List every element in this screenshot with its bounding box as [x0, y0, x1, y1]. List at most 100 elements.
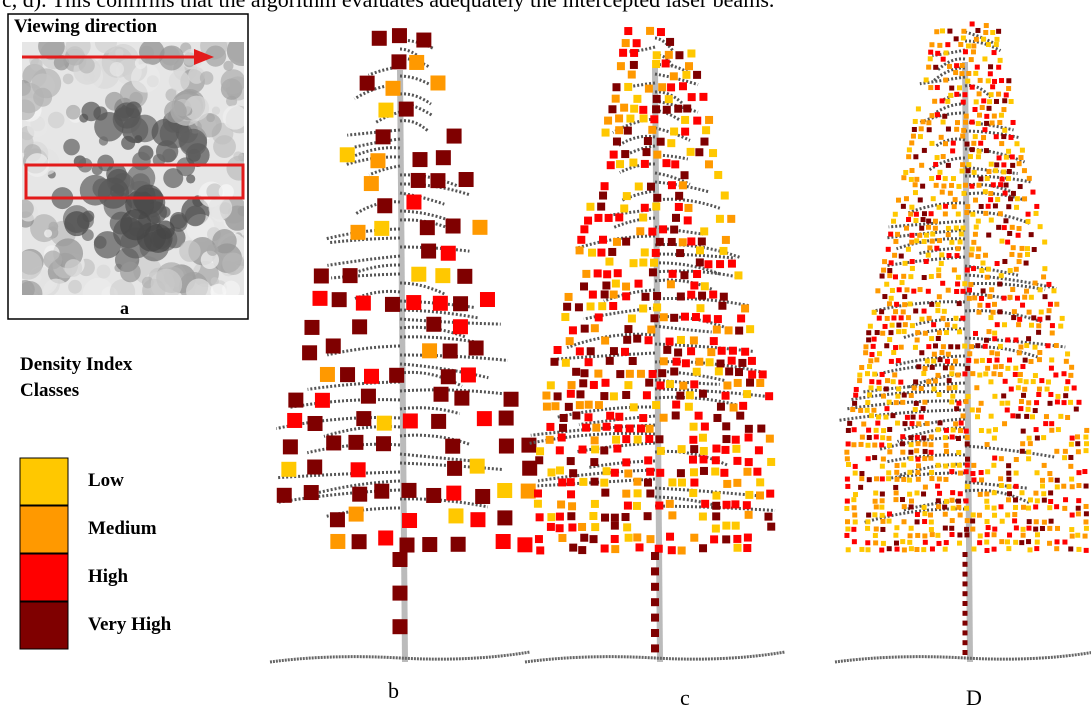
- image-blob: [206, 183, 223, 200]
- density-cell: [563, 302, 572, 311]
- density-cell: [630, 48, 639, 57]
- density-cell: [896, 287, 902, 293]
- density-cell: [677, 478, 686, 487]
- density-cell: [1083, 519, 1089, 525]
- density-cell: [972, 295, 978, 301]
- density-cell: [893, 490, 899, 496]
- density-cell: [656, 137, 665, 146]
- density-cell: [954, 63, 960, 69]
- density-cell: [634, 182, 643, 191]
- density-cell: [955, 211, 961, 217]
- image-blob: [82, 210, 95, 223]
- density-cell: [602, 422, 611, 431]
- density-cell: [887, 337, 893, 343]
- density-cell: [1026, 525, 1032, 531]
- density-cell: [612, 83, 621, 92]
- density-cell: [999, 141, 1005, 147]
- density-cell: [632, 39, 641, 48]
- density-cell: [873, 427, 879, 433]
- density-cell: [634, 279, 643, 288]
- density-cell: [991, 301, 997, 307]
- density-cell: [909, 204, 915, 210]
- density-cell: [719, 246, 728, 255]
- density-cell: [1006, 463, 1012, 469]
- density-cell: [951, 267, 957, 273]
- density-cell: [1004, 407, 1010, 413]
- density-cell: [371, 30, 387, 46]
- density-cell: [919, 225, 925, 231]
- image-blob: [199, 71, 214, 85]
- density-cell: [281, 461, 297, 477]
- density-cell: [992, 78, 998, 84]
- branch: [619, 162, 656, 174]
- density-cell: [880, 435, 886, 441]
- density-cell: [399, 537, 415, 553]
- density-cell: [988, 197, 994, 203]
- density-cell: [1013, 457, 1019, 463]
- density-cell: [851, 539, 857, 545]
- density-cell: [664, 50, 673, 59]
- density-cell: [912, 182, 918, 188]
- density-cell: [690, 281, 699, 290]
- density-cell: [652, 60, 661, 69]
- density-cell: [498, 438, 514, 454]
- density-cell: [942, 435, 948, 441]
- density-cell: [886, 301, 892, 307]
- density-cell: [898, 379, 904, 385]
- density-cell: [687, 347, 696, 356]
- density-cell: [991, 50, 997, 56]
- density-cell: [889, 287, 895, 293]
- branch: [399, 74, 431, 86]
- branch: [399, 335, 478, 344]
- density-cell: [1033, 490, 1039, 496]
- density-cell: [896, 322, 902, 328]
- density-cell: [918, 386, 924, 392]
- density-cell: [865, 547, 871, 553]
- density-cell: [894, 525, 900, 531]
- density-cell: [1032, 408, 1038, 414]
- density-cell: [985, 469, 991, 475]
- density-cell: [967, 351, 973, 357]
- density-cell: [1022, 196, 1028, 202]
- density-cell: [934, 155, 940, 161]
- density-cell: [460, 367, 476, 383]
- density-cell: [852, 492, 858, 498]
- density-cell: [675, 191, 684, 200]
- image-blob: [222, 105, 244, 130]
- density-cell: [498, 410, 514, 426]
- density-cell: [1019, 245, 1025, 251]
- density-cell: [942, 211, 948, 217]
- branch: [654, 197, 721, 210]
- density-cell: [375, 129, 391, 145]
- density-cell: [921, 308, 927, 314]
- image-blob: [79, 174, 111, 206]
- density-cell: [985, 203, 991, 209]
- density-cell: [1028, 232, 1034, 238]
- density-cell: [1006, 476, 1012, 482]
- image-blob: [226, 42, 244, 67]
- density-cell: [861, 421, 867, 427]
- density-cell: [915, 476, 921, 482]
- density-cell: [984, 175, 990, 181]
- density-cell: [1015, 413, 1021, 419]
- density-cell: [928, 85, 934, 91]
- density-cell: [993, 364, 999, 370]
- density-cell: [568, 502, 577, 511]
- density-cell: [611, 545, 620, 554]
- density-cell: [636, 369, 645, 378]
- density-cell: [910, 133, 916, 139]
- legend-label: Low: [88, 470, 124, 491]
- density-cell: [981, 98, 987, 104]
- density-cell: [651, 582, 659, 591]
- density-cell: [973, 99, 979, 105]
- density-cell: [935, 302, 941, 308]
- density-cell: [668, 478, 677, 487]
- density-cell: [971, 140, 977, 146]
- density-cell: [653, 193, 662, 202]
- density-cell: [646, 467, 655, 476]
- density-cell: [945, 225, 951, 231]
- density-cell: [966, 295, 972, 301]
- density-cell: [447, 460, 463, 476]
- density-cell: [584, 413, 593, 422]
- density-cell: [926, 218, 932, 224]
